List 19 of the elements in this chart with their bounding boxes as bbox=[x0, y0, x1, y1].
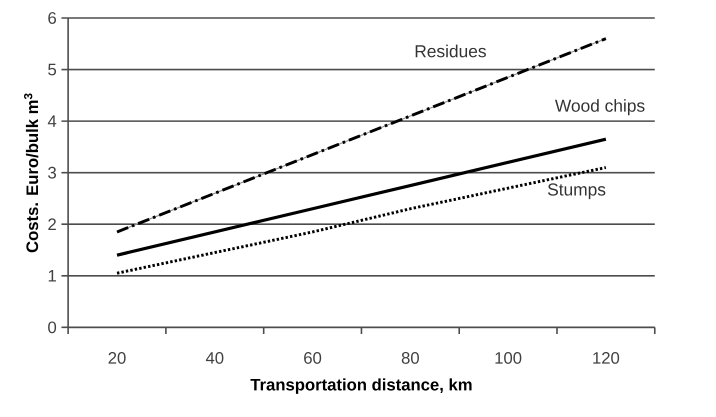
x-tick-label: 100 bbox=[495, 352, 522, 364]
x-tick-label: 60 bbox=[304, 352, 322, 364]
y-tick-label: 0 bbox=[48, 321, 56, 334]
x-tick-label: 20 bbox=[108, 352, 126, 364]
y-axis-title: Costs. Euro/bulk m$^{3}$ bbox=[24, 93, 38, 252]
x-tick-label: 40 bbox=[206, 352, 224, 364]
y-tick-label: 2 bbox=[48, 218, 56, 230]
y-tick-label: 1 bbox=[48, 270, 56, 282]
series-label: Wood chips bbox=[554, 98, 644, 116]
series-label: Residues bbox=[416, 44, 486, 58]
y-tick-label: 6 bbox=[48, 12, 56, 24]
x-tick-label: 120 bbox=[593, 352, 620, 364]
y-tick-label: 5 bbox=[48, 64, 56, 76]
x-tick-label: 80 bbox=[402, 352, 419, 364]
line-series bbox=[116, 166, 608, 275]
y-tick-label: 3 bbox=[48, 166, 56, 178]
series-label: Stumps bbox=[548, 183, 606, 199]
x-axis-title: Transportation distance, km bbox=[250, 378, 472, 394]
y-tick-label: 4 bbox=[48, 115, 56, 127]
